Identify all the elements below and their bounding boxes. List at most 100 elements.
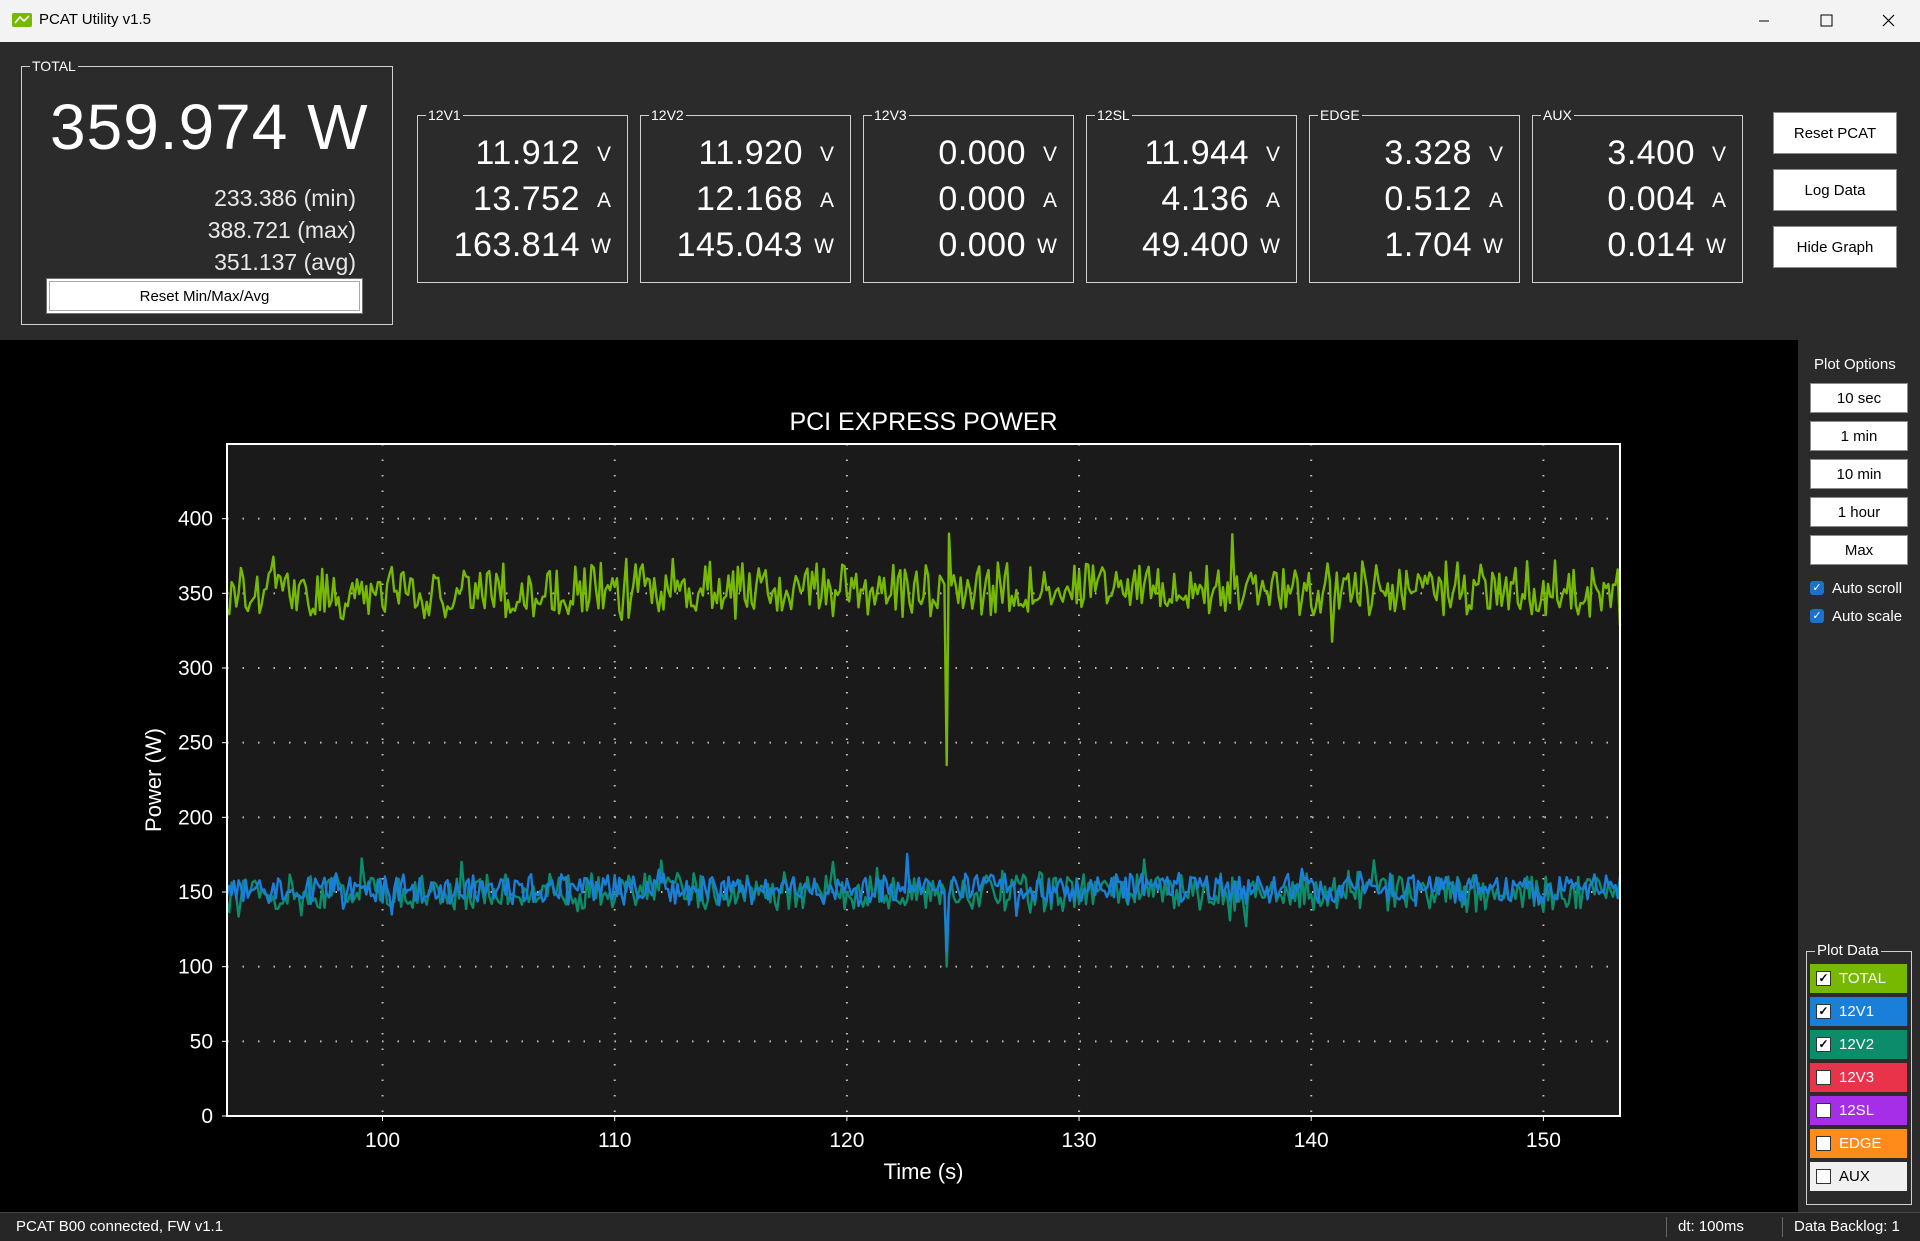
log-data-button[interactable]: Log Data (1773, 169, 1897, 211)
close-icon (1882, 14, 1895, 27)
plot-frame (226, 443, 1621, 1117)
checkbox-checked-icon: ✓ (1816, 1004, 1831, 1019)
hide-graph-button[interactable]: Hide Graph (1773, 226, 1897, 268)
plot-data-label: EDGE (1839, 1135, 1882, 1152)
total-group-label: TOTAL (30, 57, 78, 75)
x-tick-label: 140 (1294, 1129, 1329, 1152)
y-tick-label: 300 (178, 657, 213, 680)
rail-power-value: 1.704 (1384, 226, 1472, 264)
rail-current-value: 0.512 (1384, 180, 1472, 218)
rail-w-row: 1.704 W (1310, 226, 1519, 266)
power-chart: PCI EXPRESS POWER 100 110 120 130 140 150 0 50 10… (141, 408, 1622, 1184)
total-max-value: 388.721 (max) (207, 217, 356, 243)
plot-data-label: 12SL (1839, 1102, 1875, 1119)
checkbox-empty-icon (1816, 1070, 1831, 1085)
rail-v-row: 3.400 V (1533, 134, 1742, 174)
close-button[interactable] (1857, 0, 1919, 42)
checkbox-empty-icon (1816, 1103, 1831, 1118)
rail-v-row: 11.944 V (1087, 134, 1296, 174)
range-button-1-min[interactable]: 1 min (1810, 421, 1908, 451)
unit-label: W (1037, 235, 1057, 258)
x-tick-label: 130 (1062, 1129, 1097, 1152)
connection-status: PCAT B00 connected, FW v1.1 (16, 1218, 224, 1235)
window-title: PCAT Utility v1.5 (39, 11, 151, 28)
rail-label: AUX (1541, 106, 1574, 124)
plot-options-panel: Plot Options 10 sec 1 min 10 min 1 hour Max … (1798, 340, 1920, 1212)
range-button-10-sec[interactable]: 10 sec (1810, 383, 1908, 413)
rail-a-row: 4.136 A (1087, 180, 1296, 220)
plot-data-toggle-12v1[interactable]: ✓ 12V1 (1810, 997, 1907, 1026)
y-tick-label: 50 (190, 1030, 213, 1053)
rail-voltage-value: 11.912 (475, 134, 580, 172)
rail-v-row: 3.328 V (1310, 134, 1519, 174)
unit-label: W (1260, 235, 1280, 258)
data-backlog: Data Backlog: 1 (1794, 1218, 1900, 1235)
rail-w-row: 49.400 W (1087, 226, 1296, 266)
checkbox-checked-icon: ✓ (1816, 1037, 1831, 1052)
rail-w-row: 0.014 W (1533, 226, 1742, 266)
total-avg-value: 351.137 (avg) (214, 249, 356, 275)
y-tick-label: 150 (178, 881, 213, 904)
plot-data-toggle-12v2[interactable]: ✓ 12V2 (1810, 1030, 1907, 1059)
unit-label: V (1042, 143, 1057, 166)
unit-label: A (1711, 189, 1726, 212)
maximize-button[interactable] (1795, 0, 1857, 42)
reset-min-max-avg-button[interactable]: Reset Min/Max/Avg (46, 278, 363, 314)
auto-scale-label: Auto scale (1832, 607, 1903, 625)
x-tick-label: 110 (598, 1129, 631, 1152)
maximize-icon (1820, 14, 1833, 27)
rail-current-value: 4.136 (1161, 180, 1249, 218)
rail-power-value: 163.814 (453, 226, 580, 264)
rail-power-value: 49.400 (1142, 226, 1249, 264)
y-tick-label: 0 (201, 1105, 213, 1128)
rail-voltage-value: 3.328 (1384, 134, 1472, 172)
plot-data-toggle-12v3[interactable]: 12V3 (1810, 1063, 1907, 1092)
rail-a-row: 0.004 A (1533, 180, 1742, 220)
unit-label: A (819, 189, 834, 212)
auto-scale-checkbox[interactable]: ✓ Auto scale (1810, 606, 1902, 626)
rail-voltage-value: 0.000 (938, 134, 1026, 172)
x-axis-label: Time (s) (884, 1159, 964, 1184)
plot-data-toggle-edge[interactable]: EDGE (1810, 1129, 1907, 1158)
y-tick-label: 200 (178, 806, 213, 829)
rail-label: EDGE (1318, 106, 1362, 124)
series-line-total (225, 532, 1622, 767)
rail-label: 12SL (1095, 106, 1132, 124)
minimize-button[interactable] (1733, 0, 1795, 42)
unit-label: A (1042, 189, 1057, 212)
rail-voltage-value: 11.920 (698, 134, 803, 172)
rail-v-row: 11.912 V (418, 134, 627, 174)
checkbox-empty-icon (1816, 1136, 1831, 1151)
status-divider (1782, 1217, 1783, 1237)
plot-data-label: 12V1 (1839, 1003, 1875, 1020)
title-bar: PCAT Utility v1.5 (0, 0, 1920, 43)
rail-w-row: 0.000 W (864, 226, 1073, 266)
unit-label: A (596, 189, 611, 212)
unit-label: V (1711, 143, 1726, 166)
rail-power-value: 145.043 (676, 226, 803, 264)
plot-data-group: Plot Data ✓ TOTAL ✓ 12V1 ✓ 12V2 12V3 12SL EDGE AU… (1806, 942, 1912, 1205)
rail-a-row: 0.000 A (864, 180, 1073, 220)
plot-data-label: 12V3 (1839, 1069, 1875, 1086)
auto-scroll-checkbox[interactable]: ✓ Auto scroll (1810, 578, 1902, 598)
status-divider (1666, 1217, 1667, 1237)
y-tick-label: 350 (178, 582, 213, 605)
range-button-1-hour[interactable]: 1 hour (1810, 497, 1908, 527)
checkbox-checked-icon: ✓ (1816, 971, 1831, 986)
total-group: TOTAL 359.974 W 233.386 (min) 388.721 (m… (21, 57, 393, 325)
plot-data-toggle-total[interactable]: ✓ TOTAL (1810, 964, 1907, 993)
rail-a-row: 13.752 A (418, 180, 627, 220)
plot-data-toggle-aux[interactable]: AUX (1810, 1162, 1907, 1191)
plot-data-toggle-12sl[interactable]: 12SL (1810, 1096, 1907, 1125)
total-power-value: 359.974 W (50, 91, 369, 163)
unit-label: W (1706, 235, 1726, 258)
unit-label: W (814, 235, 834, 258)
range-button-10-min[interactable]: 10 min (1810, 459, 1908, 489)
rail-current-value: 0.000 (938, 180, 1026, 218)
rail-current-value: 13.752 (473, 180, 580, 218)
y-tick-label: 100 (178, 956, 213, 979)
rail-a-row: 12.168 A (641, 180, 850, 220)
checkbox-checked-icon: ✓ (1810, 581, 1824, 595)
reset-pcat-button[interactable]: Reset PCAT (1773, 112, 1897, 154)
range-button-max[interactable]: Max (1810, 535, 1908, 565)
